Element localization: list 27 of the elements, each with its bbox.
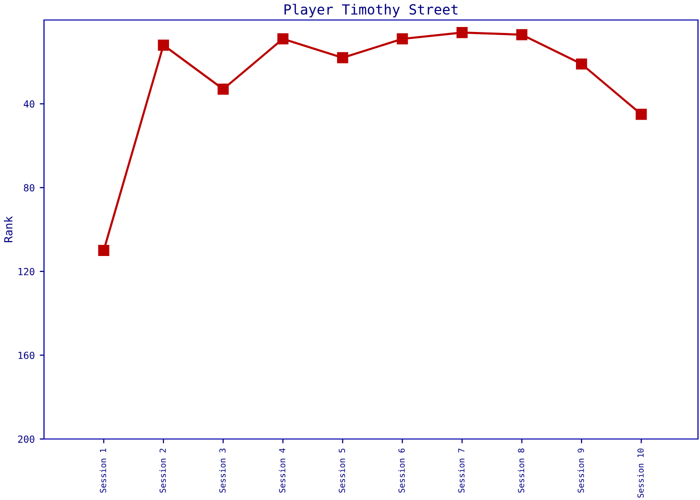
- x-tick-label: Session 8: [518, 448, 524, 493]
- y-tick-label: 40: [24, 100, 34, 108]
- point: [516, 29, 528, 40]
- y-tick-label: 160: [18, 352, 34, 360]
- x-tick-label: Session 1: [100, 448, 106, 493]
- point: [158, 40, 170, 51]
- x-tick-label: Session 10: [637, 448, 644, 498]
- x-tick-label: Session 5: [338, 448, 346, 493]
- x-tick-label: Session 6: [398, 448, 405, 493]
- point: [98, 244, 110, 256]
- y-tick-label: 80: [24, 184, 34, 192]
- point: [396, 33, 408, 44]
- x-tick-label: Session 3: [219, 448, 226, 493]
- point: [277, 33, 288, 44]
- x-tick-label: Session 9: [578, 448, 584, 493]
- point: [456, 27, 468, 38]
- x-tick-label: Session 2: [159, 448, 166, 493]
- y-tick-label: 200: [18, 436, 34, 443]
- y-axis-title: Rank: [4, 216, 12, 242]
- y-tick-label: 120: [18, 268, 34, 276]
- point: [337, 52, 348, 64]
- chart-title: Player Timothy Street: [284, 4, 458, 18]
- point: [636, 108, 647, 120]
- x-tick-label: Session 4: [278, 448, 286, 493]
- point: [576, 58, 588, 70]
- point: [218, 84, 229, 95]
- x-tick-label: Session 7: [458, 448, 465, 493]
